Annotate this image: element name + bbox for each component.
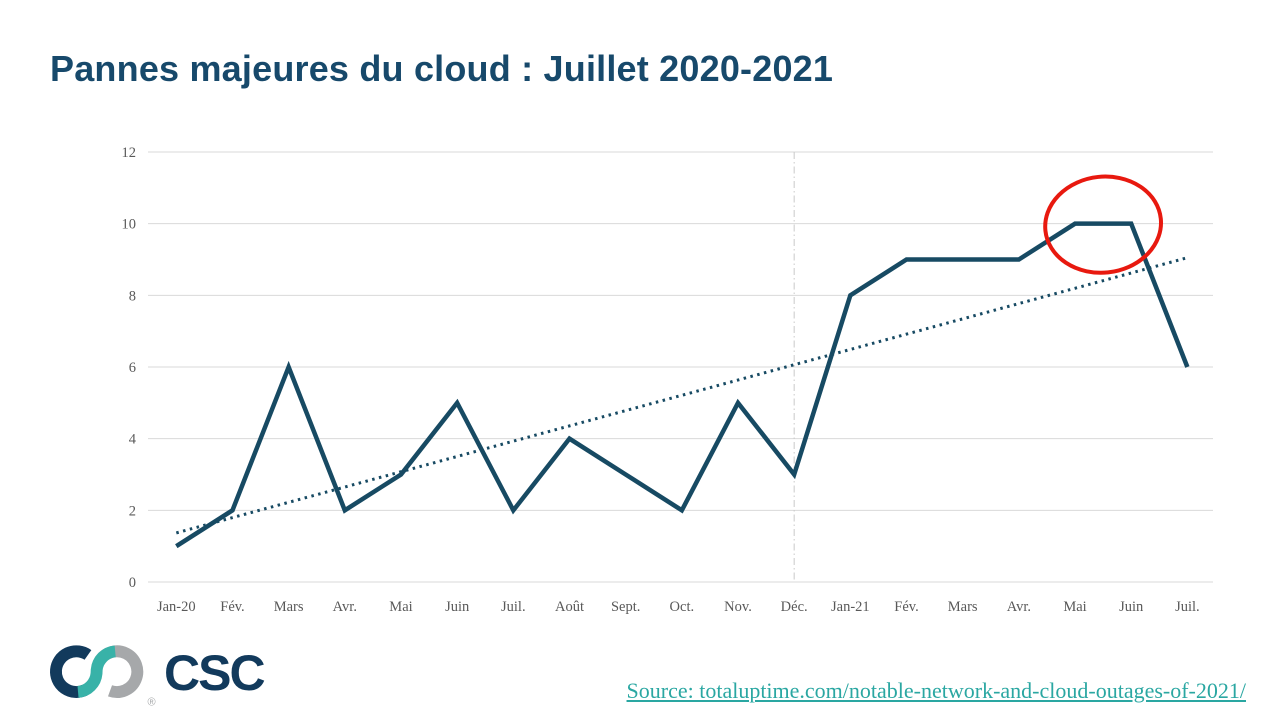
x-tick-label: Mai: [389, 599, 412, 615]
y-tick-label: 2: [129, 503, 136, 519]
logo-registered-mark: ®: [148, 697, 156, 709]
y-tick-label: 8: [129, 288, 136, 304]
y-tick-label: 0: [129, 575, 136, 591]
csc-logo-icon: ®: [50, 645, 156, 709]
x-tick-label: Jan-20: [157, 599, 196, 615]
y-tick-label: 12: [122, 145, 137, 161]
csc-logo: ® CSC: [44, 634, 266, 711]
x-tick-label: Déc.: [781, 599, 808, 615]
x-tick-label: Juin: [1119, 599, 1144, 615]
csc-wordmark: CSC: [164, 644, 266, 701]
x-tick-label: Juil.: [501, 599, 526, 615]
logo-s-swoosh: [77, 645, 117, 698]
y-tick-label: 10: [122, 217, 137, 233]
y-tick-label: 6: [129, 360, 136, 376]
x-tick-label: Jan-21: [831, 599, 870, 615]
page-title: Pannes majeures du cloud : Juillet 2020-…: [50, 48, 834, 89]
y-tick-label: 4: [129, 432, 137, 448]
logo-ring-left-c: [50, 645, 92, 698]
x-tick-label: Juin: [445, 599, 470, 615]
x-tick-label: Sept.: [611, 599, 640, 615]
x-tick-label: Nov.: [724, 599, 752, 615]
x-tick-label: Mars: [274, 599, 304, 615]
x-tick-label: Août: [555, 599, 584, 615]
x-tick-label: Juil.: [1175, 599, 1200, 615]
x-tick-label: Oct.: [670, 599, 695, 615]
x-tick-label: Fév.: [220, 599, 244, 615]
x-tick-label: Mars: [948, 599, 978, 615]
x-tick-label: Mai: [1063, 599, 1086, 615]
source-link[interactable]: Source: totaluptime.com/notable-network-…: [626, 678, 1246, 703]
outages-series-line: [175, 221, 1190, 549]
x-tick-label: Fév.: [894, 599, 918, 615]
x-tick-label: Avr.: [1007, 599, 1031, 615]
trend-line: [175, 256, 1188, 535]
x-tick-label: Avr.: [333, 599, 357, 615]
highlight-circle: [1043, 174, 1164, 275]
